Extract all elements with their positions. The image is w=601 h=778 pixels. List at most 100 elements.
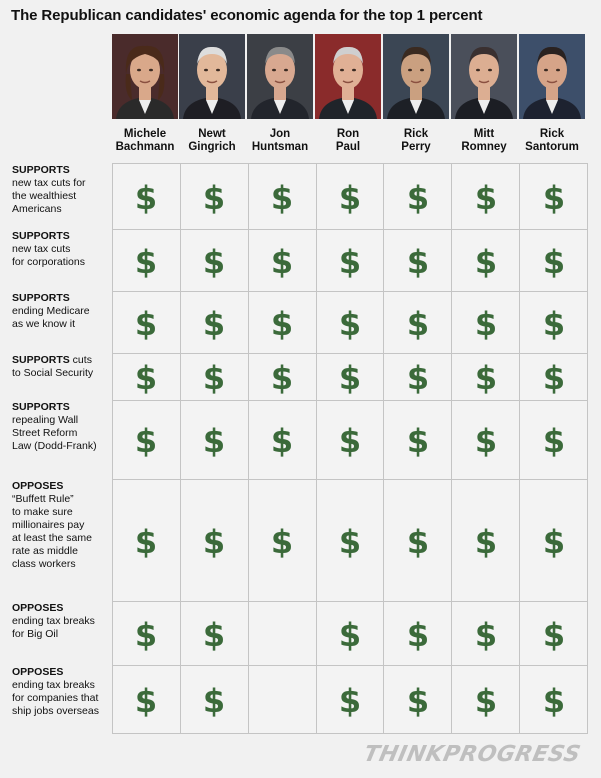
candidate-photo xyxy=(247,34,313,119)
grid-cell: $ xyxy=(520,602,589,666)
row-text: to Social Security xyxy=(12,367,94,379)
candidate-first-name: Rick xyxy=(403,128,429,140)
row-text: rate as middle xyxy=(12,545,78,557)
dollar-symbol: $ xyxy=(271,305,293,341)
thinkprogress-logo: THINKPROGRESS xyxy=(361,742,583,767)
dollar-symbol: $ xyxy=(135,243,157,279)
row-text: ending tax breaks xyxy=(12,615,95,627)
dollar-mark: $ xyxy=(407,616,429,652)
grid-row: $ $ $ $ $ $ $ xyxy=(113,354,589,401)
row-stance: OPPOSES xyxy=(12,480,64,492)
row-text: for corporations xyxy=(12,256,85,268)
dollar-symbol: $ xyxy=(339,682,361,718)
dollar-symbol: $ xyxy=(542,523,564,559)
grid-cell: $ xyxy=(180,230,249,292)
row-text: the wealthiest xyxy=(12,190,77,202)
grid-cell xyxy=(248,666,317,734)
dollar-mark: $ xyxy=(339,243,361,279)
dollar-symbol: $ xyxy=(475,616,497,652)
dollar-symbol: $ xyxy=(339,422,361,458)
dollar-symbol: $ xyxy=(407,523,429,559)
candidate-name: Newt Gingrich xyxy=(178,128,246,154)
dollar-symbol: $ xyxy=(135,305,157,341)
dollar-mark: $ xyxy=(135,305,157,341)
candidate-first-name: Rick xyxy=(539,128,565,140)
grid-cell: $ xyxy=(113,480,181,602)
candidate-last-name: Gingrich xyxy=(188,141,236,153)
candidate-last-name: Romney xyxy=(461,141,507,153)
dollar-symbol: $ xyxy=(542,179,564,215)
dollar-mark: $ xyxy=(407,305,429,341)
grid-cell: $ xyxy=(452,480,521,602)
grid-cell: $ xyxy=(180,354,249,401)
grid-cell: $ xyxy=(180,164,249,230)
dollar-symbol: $ xyxy=(203,179,225,215)
grid-cell: $ xyxy=(520,666,589,734)
dollar-mark: $ xyxy=(542,523,564,559)
dollar-mark: $ xyxy=(203,682,225,718)
row-label: SUPPORTS repealing Wall Street Reform Law (… xyxy=(12,401,112,453)
candidate-name: Rick Perry xyxy=(382,128,450,154)
grid-cell: $ xyxy=(113,666,181,734)
dollar-mark: $ xyxy=(271,179,293,215)
row-text: ending Medicare xyxy=(12,305,90,317)
dollar-grid: $ $ $ $ $ $ $ $ $ $ $ $ $ $ $ $ $ $ $ $ $ $ $ $ $ $ $ $ $ $ $ $ $ $ $ $ $ $ $ $… xyxy=(112,163,589,734)
dollar-mark: $ xyxy=(542,305,564,341)
grid-cell: $ xyxy=(520,230,589,292)
grid-cell: $ xyxy=(452,354,521,401)
dollar-mark: $ xyxy=(203,243,225,279)
dollar-symbol: $ xyxy=(542,616,564,652)
row-text: for Big Oil xyxy=(12,628,59,640)
dollar-mark: $ xyxy=(475,305,497,341)
grid-cell: $ xyxy=(180,602,249,666)
dollar-mark: $ xyxy=(407,682,429,718)
dollar-symbol: $ xyxy=(203,616,225,652)
dollar-symbol: $ xyxy=(271,359,293,395)
dollar-symbol: $ xyxy=(475,243,497,279)
row-text: ending tax breaks xyxy=(12,679,95,691)
dollar-symbol: $ xyxy=(339,179,361,215)
grid-cell: $ xyxy=(316,602,385,666)
grid-row: $ $ $ $ $ $ $ xyxy=(113,401,589,480)
grid-cell: $ xyxy=(452,602,521,666)
grid-cell: $ xyxy=(316,230,385,292)
grid-cell: $ xyxy=(452,292,521,354)
row-stance: SUPPORTS xyxy=(12,230,70,242)
grid-row: $ $ $ $ $ $ $ xyxy=(113,480,589,602)
dollar-mark: $ xyxy=(542,243,564,279)
candidate-first-name: Jon xyxy=(269,128,291,140)
dollar-mark: $ xyxy=(203,616,225,652)
row-text: at least the same xyxy=(12,532,92,544)
dollar-symbol: $ xyxy=(407,243,429,279)
candidate-photo xyxy=(383,34,449,119)
dollar-mark: $ xyxy=(475,243,497,279)
dollar-mark: $ xyxy=(271,422,293,458)
grid-cell: $ xyxy=(384,602,453,666)
grid-cell: $ xyxy=(316,666,385,734)
candidate-first-name: Michele xyxy=(123,128,167,140)
dollar-mark: $ xyxy=(339,359,361,395)
grid-cell: $ xyxy=(316,292,385,354)
dollar-mark: $ xyxy=(407,422,429,458)
dollar-symbol: $ xyxy=(542,682,564,718)
grid-cell: $ xyxy=(520,401,589,480)
candidate-last-name: Perry xyxy=(401,141,431,153)
row-text: new tax cuts xyxy=(12,243,71,255)
grid-cell: $ xyxy=(316,480,385,602)
dollar-mark: $ xyxy=(135,243,157,279)
row-stance: SUPPORTS xyxy=(12,401,70,413)
row-label: OPPOSES ending tax breaks for Big Oil xyxy=(12,602,112,641)
dollar-mark: $ xyxy=(542,422,564,458)
dollar-symbol: $ xyxy=(475,305,497,341)
grid-row: $ $ $ $ $ $ $ xyxy=(113,230,589,292)
grid-cell: $ xyxy=(452,164,521,230)
dollar-mark: $ xyxy=(407,523,429,559)
dollar-symbol: $ xyxy=(271,179,293,215)
dollar-symbol: $ xyxy=(475,682,497,718)
dollar-mark: $ xyxy=(542,682,564,718)
dollar-mark: $ xyxy=(135,359,157,395)
dollar-symbol: $ xyxy=(407,359,429,395)
candidate-photo xyxy=(315,34,381,119)
candidate-name: Jon Huntsman xyxy=(246,128,314,154)
dollar-symbol: $ xyxy=(475,422,497,458)
